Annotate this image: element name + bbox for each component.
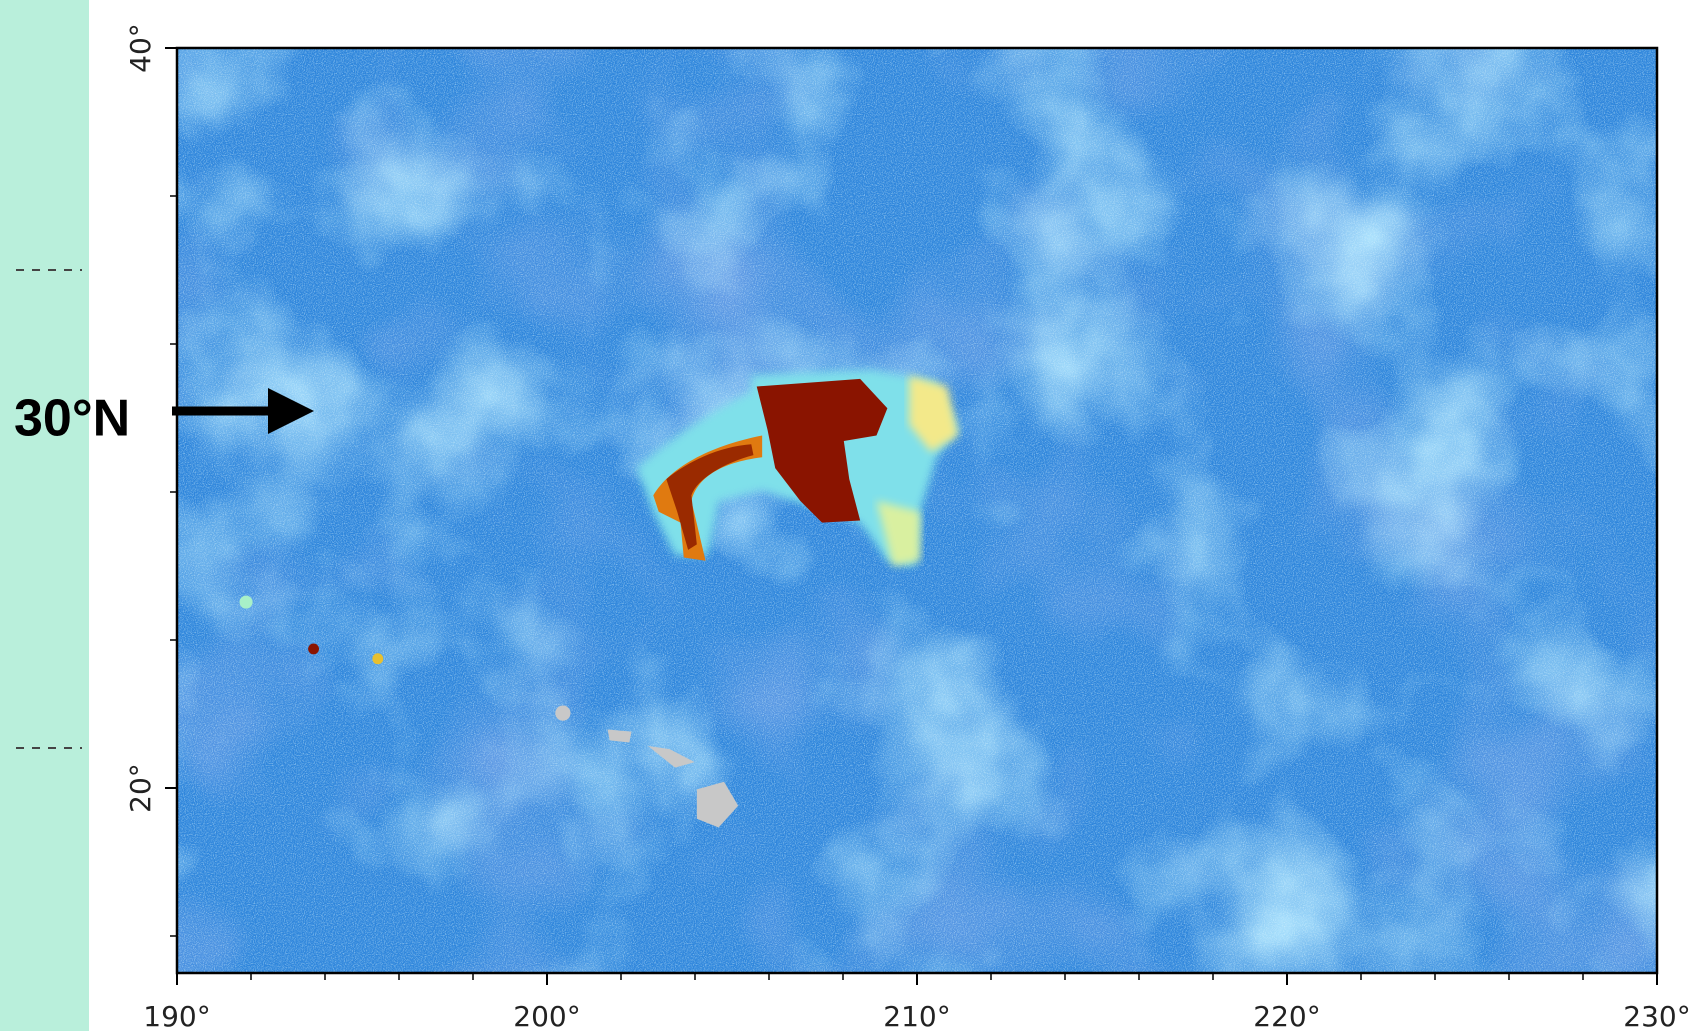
page: 30°N 190°200°210°220°230°20°40° (() => {… xyxy=(0,0,1704,1031)
map-figure: 30°N 190° 200° 210° 220° 230° 20° 40° xyxy=(0,0,1704,1031)
x-tick-label: 200° xyxy=(513,1000,580,1031)
x-tick-label: 190° xyxy=(143,1000,210,1031)
x-tick-label: 230° xyxy=(1623,1000,1690,1031)
y-tick-label: 20° xyxy=(124,763,157,813)
satellite-image xyxy=(177,48,1657,973)
annotation-label: 30°N xyxy=(14,390,130,448)
x-tick-label: 210° xyxy=(883,1000,950,1031)
adjacent-panel xyxy=(0,0,89,1031)
y-tick-label: 40° xyxy=(124,23,157,73)
x-tick-label: 220° xyxy=(1253,1000,1320,1031)
